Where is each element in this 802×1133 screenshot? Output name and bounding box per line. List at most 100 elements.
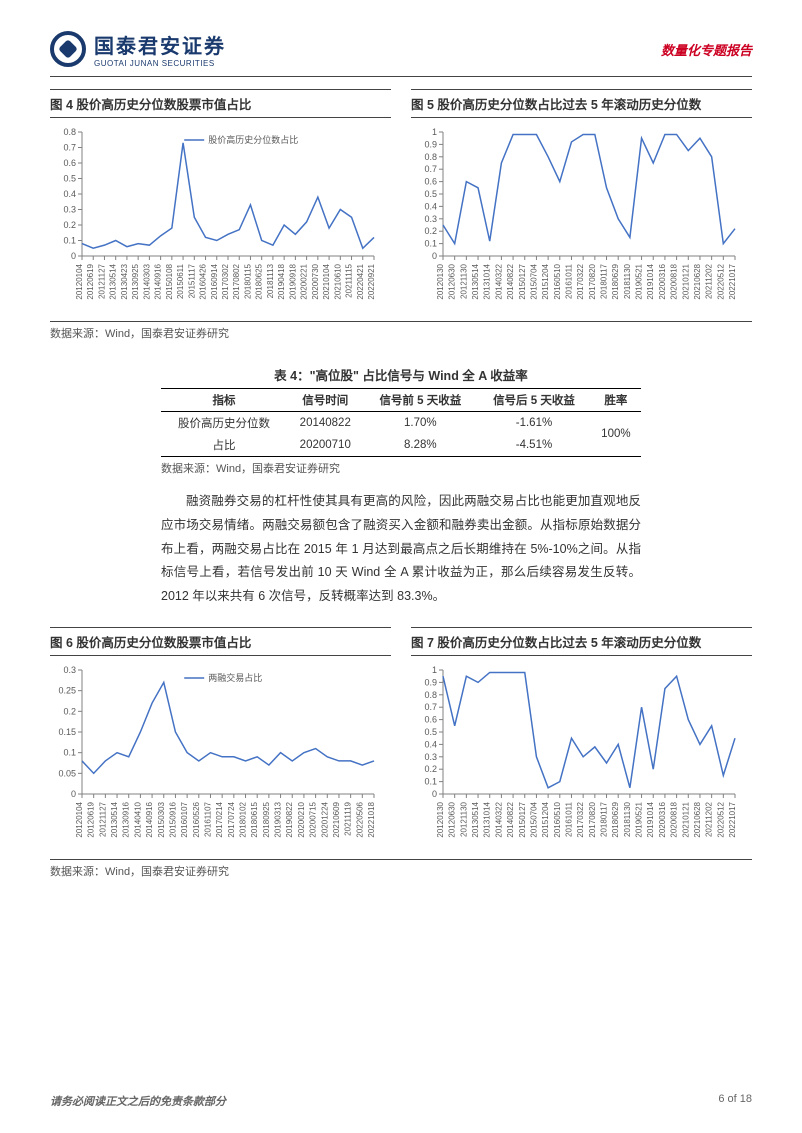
svg-text:0.9: 0.9: [424, 139, 437, 149]
svg-text:20180925: 20180925: [262, 801, 271, 837]
svg-text:20190313: 20190313: [274, 801, 283, 837]
table-cell: 8.28%: [364, 434, 478, 457]
svg-text:20120104: 20120104: [75, 263, 84, 299]
svg-text:0.1: 0.1: [63, 747, 76, 757]
table-row: 股价高历史分位数 20140822 1.70% -1.61% 100%: [161, 412, 641, 435]
svg-text:20220421: 20220421: [356, 263, 365, 299]
svg-text:20210610: 20210610: [333, 263, 342, 299]
chart-7-svg: 00.10.20.30.40.50.60.70.80.9120120130201…: [411, 662, 741, 852]
svg-text:20130514: 20130514: [110, 801, 119, 837]
chart-7: 图 7 股价高历史分位数占比过去 5 年滚动历史分位数 00.10.20.30.…: [411, 627, 752, 855]
svg-text:20130925: 20130925: [131, 263, 140, 299]
svg-text:20170724: 20170724: [227, 801, 236, 837]
chart-4-svg: 00.10.20.30.40.50.60.70.8201201042012061…: [50, 124, 380, 314]
svg-text:1: 1: [432, 665, 437, 675]
svg-text:0.5: 0.5: [63, 174, 76, 184]
svg-text:0.4: 0.4: [63, 189, 76, 199]
chart-5: 图 5 股价高历史分位数占比过去 5 年滚动历史分位数 00.10.20.30.…: [411, 89, 752, 317]
report-type: 数量化专题报告: [661, 40, 752, 59]
svg-text:20131014: 20131014: [483, 801, 492, 837]
svg-text:20140916: 20140916: [145, 801, 154, 837]
svg-text:20121130: 20121130: [459, 801, 468, 837]
chart-4-title: 图 4 股价高历史分位数股票市值占比: [50, 89, 391, 118]
svg-text:0.8: 0.8: [424, 152, 437, 162]
svg-text:股价高历史分位数占比: 股价高历史分位数占比: [208, 134, 298, 145]
svg-text:20130514: 20130514: [471, 263, 480, 299]
svg-text:20200715: 20200715: [309, 801, 318, 837]
svg-text:20180629: 20180629: [611, 263, 620, 299]
svg-text:20150916: 20150916: [168, 801, 177, 837]
svg-text:20120130: 20120130: [436, 263, 445, 299]
svg-text:20180625: 20180625: [255, 263, 264, 299]
chart-6: 图 6 股价高历史分位数股票市值占比 00.050.10.150.20.250.…: [50, 627, 391, 855]
svg-text:20181130: 20181130: [623, 801, 632, 837]
svg-text:20180115: 20180115: [243, 263, 252, 299]
svg-text:20130423: 20130423: [120, 263, 129, 299]
svg-text:20211115: 20211115: [345, 263, 354, 297]
svg-text:20211119: 20211119: [344, 801, 353, 835]
svg-text:20200730: 20200730: [311, 263, 320, 299]
svg-text:20211202: 20211202: [705, 801, 714, 837]
svg-text:20121127: 20121127: [97, 263, 106, 299]
table-cell: 20200710: [287, 434, 364, 457]
svg-text:20140303: 20140303: [142, 263, 151, 299]
table-header: 胜率: [591, 389, 641, 412]
svg-text:20221017: 20221017: [728, 801, 737, 837]
logo-text-en: GUOTAI JUNAN SECURITIES: [94, 59, 226, 68]
svg-text:20190822: 20190822: [285, 801, 294, 837]
svg-text:0: 0: [71, 251, 76, 261]
svg-text:20150611: 20150611: [176, 263, 185, 299]
svg-text:20200818: 20200818: [670, 263, 679, 299]
svg-text:0.8: 0.8: [424, 690, 437, 700]
table-cell: -1.61%: [477, 412, 591, 435]
table-row: 占比 20200710 8.28% -4.51%: [161, 434, 641, 457]
svg-text:20160914: 20160914: [210, 263, 219, 299]
svg-text:0.3: 0.3: [63, 205, 76, 215]
svg-text:0.2: 0.2: [424, 764, 437, 774]
svg-text:20170322: 20170322: [576, 263, 585, 299]
svg-text:0.3: 0.3: [63, 665, 76, 675]
svg-text:20180615: 20180615: [250, 801, 259, 837]
svg-text:0.2: 0.2: [63, 220, 76, 230]
svg-text:0.6: 0.6: [63, 158, 76, 168]
svg-text:20160510: 20160510: [553, 801, 562, 837]
source-2: 数据来源：Wind，国泰君安证券研究: [50, 859, 752, 879]
svg-text:20160510: 20160510: [553, 263, 562, 299]
svg-text:0.4: 0.4: [424, 201, 437, 211]
svg-text:20140822: 20140822: [506, 263, 515, 299]
chart-6-svg: 00.050.10.150.20.250.3201201042012061920…: [50, 662, 380, 852]
table-4: 表 4："高位股" 占比信号与 Wind 全 A 收益率 指标 信号时间 信号前…: [161, 365, 641, 476]
svg-text:20210121: 20210121: [681, 801, 690, 837]
svg-text:20181130: 20181130: [623, 263, 632, 299]
svg-text:0.2: 0.2: [424, 226, 437, 236]
table-cell: 占比: [161, 434, 287, 457]
svg-text:20170802: 20170802: [232, 263, 241, 299]
svg-text:20221018: 20221018: [367, 801, 376, 837]
footer-disclaimer: 请务必阅读正文之后的免责条款部分: [50, 1093, 226, 1109]
logo-text-cn: 国泰君安证券: [94, 30, 226, 59]
svg-text:20120130: 20120130: [436, 801, 445, 837]
chart-row-1: 图 4 股价高历史分位数股票市值占比 0 0.1 0.2 0.3 0.4 0.5 0.6 0.…: [50, 89, 752, 317]
svg-text:20151204: 20151204: [541, 263, 550, 299]
svg-text:20170322: 20170322: [576, 801, 585, 837]
svg-text:20140322: 20140322: [494, 263, 503, 299]
svg-text:20180629: 20180629: [611, 801, 620, 837]
svg-text:0.25: 0.25: [58, 685, 76, 695]
svg-text:20210104: 20210104: [322, 263, 331, 299]
svg-text:20191014: 20191014: [646, 801, 655, 837]
svg-text:20221017: 20221017: [728, 263, 737, 299]
chart-5-svg: 00.10.20.30.40.50.60.70.80.9120120130201…: [411, 124, 741, 314]
svg-text:20120630: 20120630: [448, 801, 457, 837]
svg-text:20151204: 20151204: [541, 801, 550, 837]
svg-text:20220506: 20220506: [355, 801, 364, 837]
svg-text:0.7: 0.7: [424, 164, 437, 174]
svg-text:20181113: 20181113: [266, 263, 275, 298]
svg-text:20121130: 20121130: [459, 263, 468, 299]
svg-text:20200316: 20200316: [658, 801, 667, 837]
chart-7-title: 图 7 股价高历史分位数占比过去 5 年滚动历史分位数: [411, 627, 752, 656]
svg-text:20130514: 20130514: [471, 801, 480, 837]
svg-text:20210628: 20210628: [693, 801, 702, 837]
svg-text:20200818: 20200818: [670, 801, 679, 837]
svg-text:0: 0: [71, 789, 76, 799]
svg-text:0.1: 0.1: [424, 239, 437, 249]
